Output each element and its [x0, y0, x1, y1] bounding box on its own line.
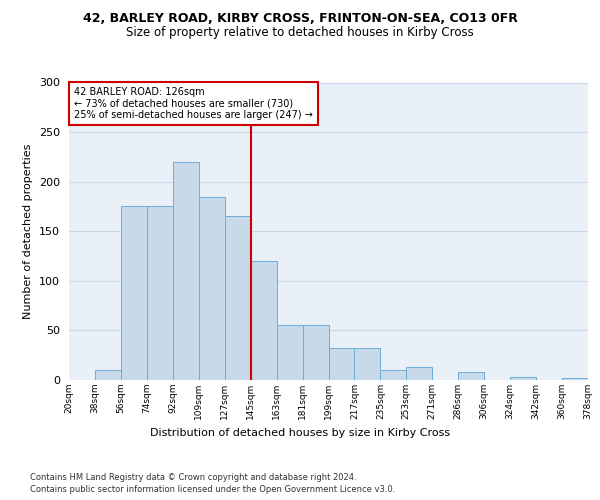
Bar: [380, 370, 406, 380]
Bar: [225, 216, 251, 380]
Bar: [406, 367, 432, 380]
Bar: [277, 326, 302, 380]
Bar: [251, 261, 277, 380]
Bar: [562, 378, 588, 380]
Text: Size of property relative to detached houses in Kirby Cross: Size of property relative to detached ho…: [126, 26, 474, 39]
Bar: [199, 196, 224, 380]
Bar: [147, 206, 173, 380]
Bar: [173, 162, 199, 380]
Bar: [329, 348, 355, 380]
Bar: [355, 348, 380, 380]
Text: 42, BARLEY ROAD, KIRBY CROSS, FRINTON-ON-SEA, CO13 0FR: 42, BARLEY ROAD, KIRBY CROSS, FRINTON-ON…: [83, 12, 517, 26]
Bar: [510, 377, 536, 380]
Bar: [302, 326, 329, 380]
Bar: [121, 206, 147, 380]
Bar: [95, 370, 121, 380]
Text: Contains public sector information licensed under the Open Government Licence v3: Contains public sector information licen…: [30, 485, 395, 494]
Y-axis label: Number of detached properties: Number of detached properties: [23, 144, 33, 319]
Text: Distribution of detached houses by size in Kirby Cross: Distribution of detached houses by size …: [150, 428, 450, 438]
Text: Contains HM Land Registry data © Crown copyright and database right 2024.: Contains HM Land Registry data © Crown c…: [30, 472, 356, 482]
Bar: [458, 372, 484, 380]
Text: 42 BARLEY ROAD: 126sqm
← 73% of detached houses are smaller (730)
25% of semi-de: 42 BARLEY ROAD: 126sqm ← 73% of detached…: [74, 87, 313, 120]
